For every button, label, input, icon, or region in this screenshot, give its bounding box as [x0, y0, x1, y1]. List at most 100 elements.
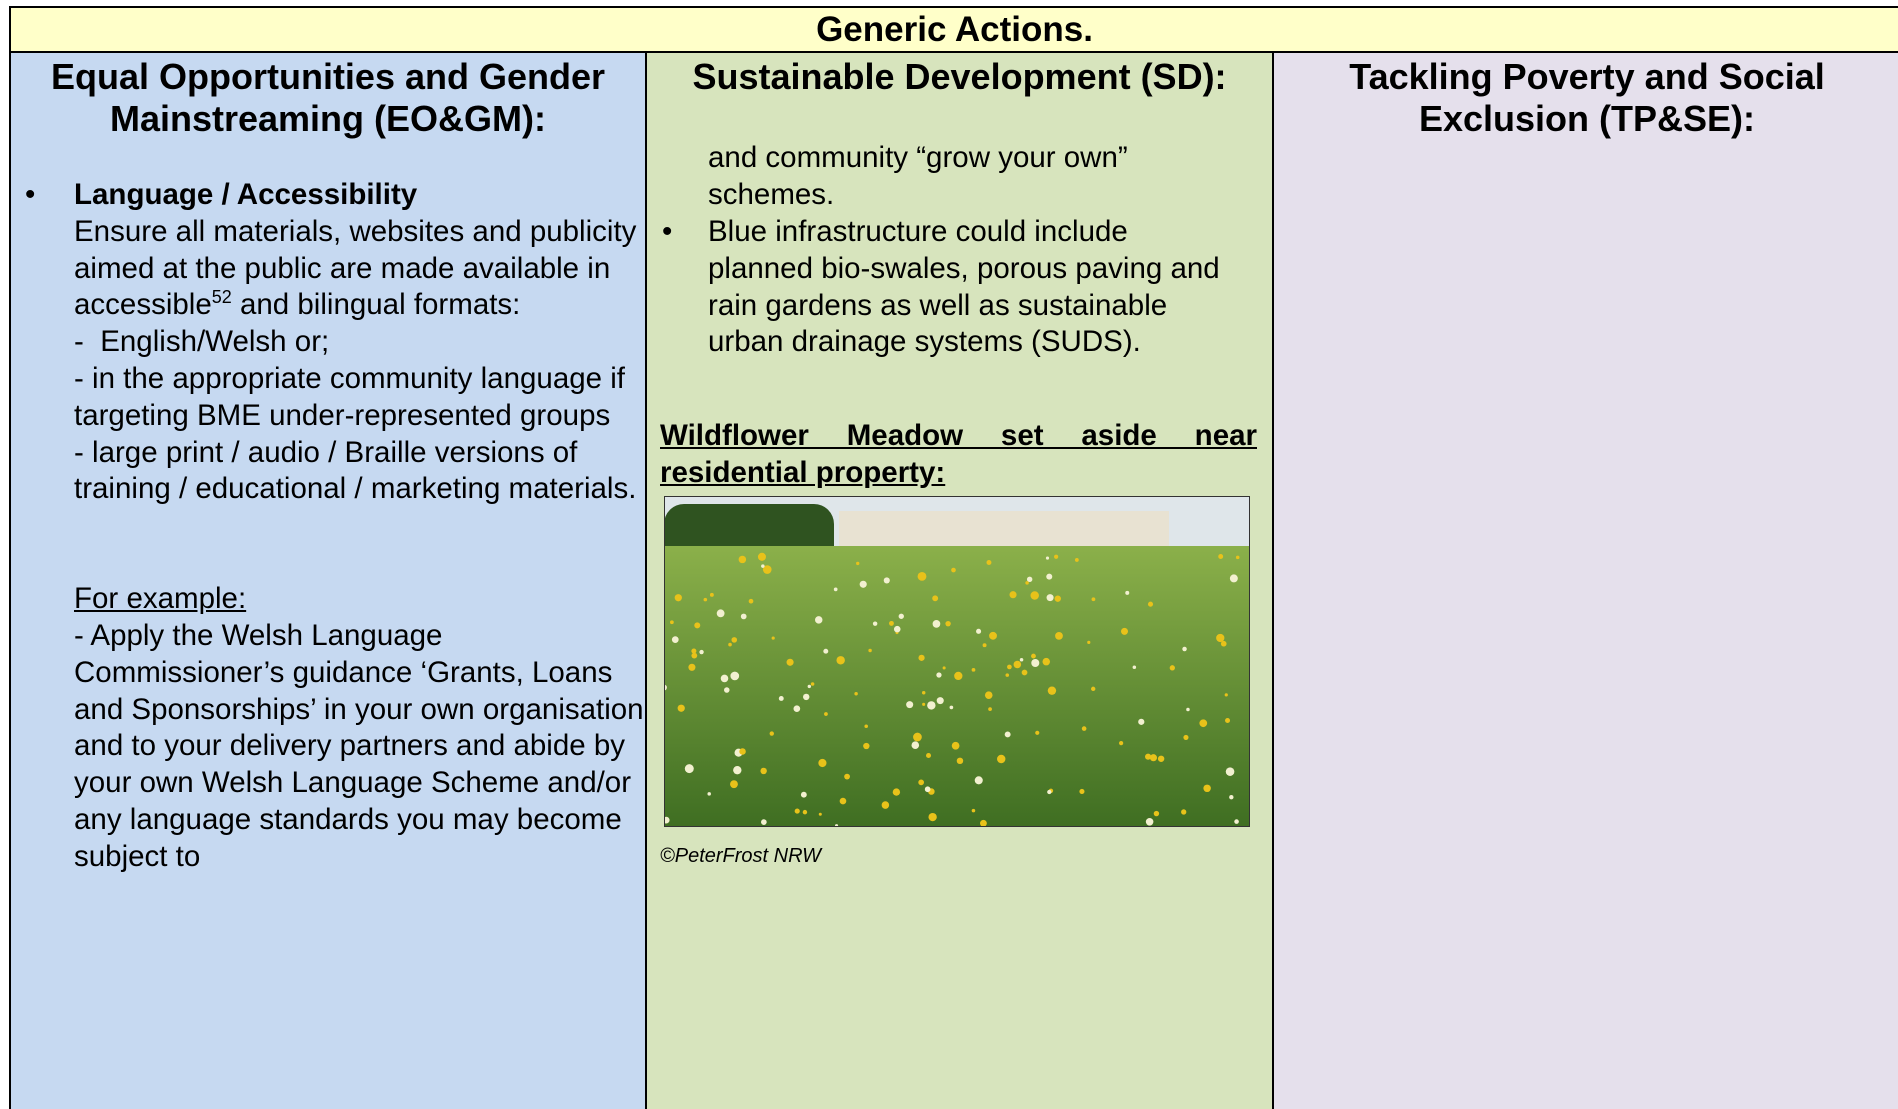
- flower: [1046, 573, 1053, 580]
- flower: [986, 560, 992, 565]
- flower: [1045, 556, 1050, 560]
- flower: [1234, 819, 1239, 824]
- photo-credit: ©PeterFrost NRW: [660, 845, 822, 867]
- column-header: Equal Opportunities and Gender Mainstrea…: [9, 51, 647, 141]
- flower: [1229, 795, 1234, 800]
- flower: [883, 577, 890, 584]
- flower: [760, 767, 767, 775]
- flower: [739, 748, 746, 755]
- flower: [988, 707, 992, 711]
- flower: [740, 613, 747, 620]
- flower: [1042, 657, 1051, 666]
- list-item: - English/Welsh or;: [74, 325, 330, 359]
- flower: [951, 567, 956, 573]
- flower: [872, 621, 878, 626]
- flower: [810, 682, 815, 686]
- flower: [1203, 784, 1211, 793]
- flower: [918, 654, 925, 661]
- flower: [889, 620, 894, 626]
- flower: [971, 808, 976, 813]
- flower: [1031, 653, 1036, 659]
- flower: [664, 816, 670, 824]
- flower: [911, 741, 920, 750]
- column-header: Tackling Poverty and Social Exclusion (T…: [1272, 51, 1898, 141]
- flower: [927, 701, 936, 710]
- flower: [691, 652, 698, 659]
- flower: [694, 622, 701, 629]
- flower: [913, 732, 922, 742]
- flower: [1091, 686, 1096, 692]
- bullet-text: Blue infrastructure could include planne…: [708, 215, 1220, 359]
- flower: [793, 705, 801, 713]
- footnote-ref: 52: [211, 287, 232, 308]
- flower: [1119, 741, 1124, 746]
- flower: [818, 812, 822, 816]
- example: - Apply the Welsh Language Commissioner’…: [74, 618, 644, 873]
- flower: [1220, 640, 1227, 647]
- flower: [731, 637, 738, 643]
- flower: [1026, 576, 1033, 583]
- flower: [748, 598, 754, 604]
- flower: [892, 788, 901, 796]
- flower: [1087, 640, 1091, 644]
- flower: [762, 565, 772, 574]
- flower: [917, 571, 927, 581]
- flower: [670, 620, 674, 625]
- flower: [724, 687, 730, 693]
- flower: [956, 757, 964, 765]
- flower: [839, 797, 847, 805]
- flower: [1224, 693, 1228, 697]
- photo-heading: Wildflower Meadow set aside near residen…: [660, 419, 1257, 489]
- flower: [1182, 646, 1187, 652]
- flower: [936, 672, 942, 678]
- flower: [771, 636, 775, 640]
- flower: [1091, 597, 1096, 602]
- flower: [794, 808, 800, 814]
- table-title: Generic Actions.: [9, 6, 1898, 53]
- list-item: - large print / audio / Braille versions…: [74, 435, 637, 506]
- bullet: •: [25, 178, 36, 211]
- flower: [738, 555, 747, 564]
- flower: [1145, 753, 1152, 760]
- flower: [863, 742, 870, 750]
- flower: [769, 731, 774, 736]
- list-item: - in the appropriate community language …: [74, 361, 625, 432]
- flower: [688, 663, 696, 671]
- flower: [1019, 657, 1024, 662]
- flower: [1229, 574, 1238, 583]
- example-heading: For example:: [74, 582, 247, 616]
- flower: [778, 696, 784, 701]
- flower: [881, 801, 890, 809]
- continued-text: and community “grow your own” schemes.: [708, 141, 1128, 211]
- flower: [761, 564, 765, 568]
- flower: [1225, 767, 1235, 776]
- flower: [982, 643, 987, 648]
- flower: [898, 613, 904, 619]
- flower: [1125, 590, 1130, 595]
- flower: [707, 792, 711, 796]
- flower: [1121, 627, 1128, 635]
- photo: [664, 496, 1250, 827]
- flower: [786, 658, 794, 666]
- flower: [1013, 660, 1022, 669]
- flower: [1004, 731, 1011, 738]
- flower: [984, 691, 993, 699]
- flower: [949, 705, 954, 710]
- flower: [926, 752, 932, 759]
- flower: [997, 754, 1006, 764]
- flower: [854, 692, 858, 696]
- flower: [906, 701, 914, 709]
- flower: [936, 697, 944, 705]
- flower: [823, 648, 829, 654]
- flower: [730, 780, 738, 789]
- intro: Ensure all materials, websites and publi…: [74, 214, 637, 322]
- flower: [1055, 631, 1063, 640]
- flower: [976, 628, 982, 634]
- flower: [800, 791, 807, 798]
- flower: [733, 765, 742, 775]
- flower: [1183, 734, 1189, 741]
- flower: [671, 636, 679, 643]
- flower: [942, 666, 946, 670]
- flower: [716, 609, 725, 618]
